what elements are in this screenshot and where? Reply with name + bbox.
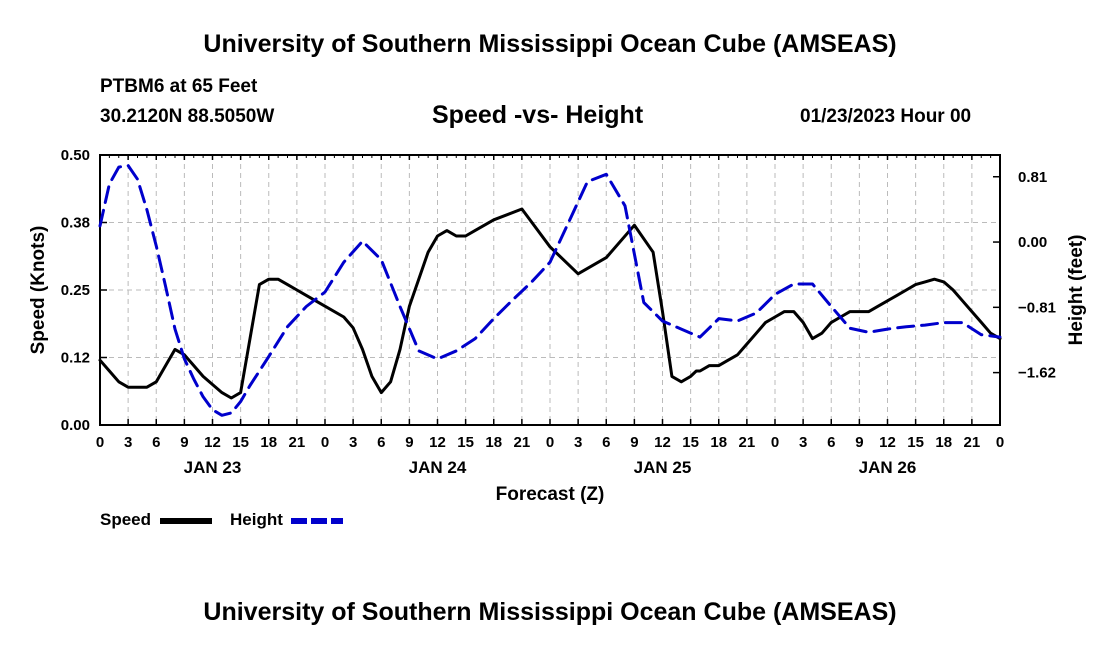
footer-title: University of Southern Mississippi Ocean… [203, 598, 897, 626]
x-tick-label: 6 [377, 434, 385, 451]
chart-title: Speed -vs- Height [432, 101, 644, 129]
x-tick-label: 18 [260, 434, 277, 451]
y2-tick-label: 0.00 [1018, 234, 1047, 251]
main-title: University of Southern Mississippi Ocean… [203, 30, 897, 58]
run-time-label: 01/23/2023 Hour 00 [800, 106, 972, 127]
x-tick-label: 18 [935, 434, 952, 451]
x-tick-label: 21 [289, 434, 306, 451]
station-label: PTBM6 at 65 Feet [100, 76, 258, 97]
y2-tick-label: −0.81 [1018, 299, 1056, 316]
y-tick-label: 0.38 [61, 215, 90, 232]
x-tick-label: 0 [996, 434, 1004, 451]
x-tick-label: 6 [602, 434, 610, 451]
x-tick-label: 6 [827, 434, 835, 451]
x-tick-label: 18 [485, 434, 502, 451]
x-tick-label: 9 [630, 434, 638, 451]
y2-tick-label: −1.62 [1018, 365, 1056, 382]
day-label: JAN 26 [859, 458, 917, 477]
x-tick-label: 9 [855, 434, 863, 451]
x-tick-label: 0 [771, 434, 779, 451]
y-tick-label: 0.00 [61, 417, 90, 434]
x-tick-label: 12 [429, 434, 446, 451]
x-tick-label: 21 [739, 434, 756, 451]
x-tick-label: 9 [180, 434, 188, 451]
speed-series-line [98, 207, 1002, 400]
x-tick-label: 3 [799, 434, 807, 451]
x-tick-label: 12 [204, 434, 221, 451]
x-tick-label: 12 [654, 434, 671, 451]
day-label: JAN 25 [634, 458, 692, 477]
x-tick-label: 21 [514, 434, 531, 451]
x-axis-title: Forecast (Z) [496, 484, 605, 505]
x-tick-label: 3 [574, 434, 582, 451]
speed-height-chart: 0 3 6 9 12 15 18 21 0 3 6 9 12 15 18 21 0 3 6 9 12 15 18 21 0 3 6 9… [28, 147, 1087, 524]
day-label: JAN 23 [184, 458, 242, 477]
x-tick-label: 0 [546, 434, 554, 451]
x-tick-label: 0 [96, 434, 104, 451]
y-axis-title: Speed (Knots) [28, 226, 49, 355]
plot-frame [99, 154, 1001, 426]
y-tick-label: 0.12 [61, 350, 90, 367]
x-tick-label: 6 [152, 434, 160, 451]
coordinates-label: 30.2120N 88.5050W [100, 106, 275, 127]
x-tick-label: 15 [907, 434, 924, 451]
x-tick-label: 0 [321, 434, 329, 451]
y2-tick-label: 0.81 [1018, 169, 1047, 186]
height-series-line [98, 164, 1002, 417]
legend-speed-label: Speed [100, 510, 152, 529]
y-tick-label: 0.25 [61, 282, 90, 299]
x-tick-label: 12 [879, 434, 896, 451]
x-tick-label: 9 [405, 434, 413, 451]
y-tick-label: 0.50 [61, 147, 90, 164]
x-tick-label: 3 [349, 434, 357, 451]
x-tick-label: 21 [964, 434, 981, 451]
x-tick-label: 18 [710, 434, 727, 451]
legend-height-label: Height [230, 510, 283, 529]
x-tick-label: 15 [232, 434, 249, 451]
day-label: JAN 24 [409, 458, 467, 477]
x-tick-label: 3 [124, 434, 132, 451]
x-tick-label: 15 [457, 434, 474, 451]
y2-axis-title: Height (feet) [1066, 235, 1087, 346]
x-tick-label: 15 [682, 434, 699, 451]
